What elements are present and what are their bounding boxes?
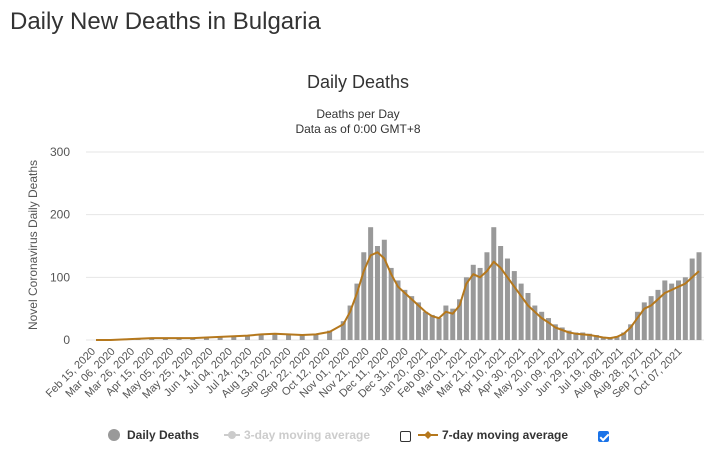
- bar-daily-deaths: [573, 332, 579, 340]
- bar-daily-deaths: [491, 227, 497, 340]
- line-marker-icon: [418, 431, 438, 439]
- bar-daily-deaths: [518, 283, 524, 340]
- bar-daily-deaths: [511, 271, 517, 340]
- bar-daily-deaths: [231, 336, 237, 340]
- y-tick-label: 300: [50, 145, 70, 159]
- bar-daily-deaths: [388, 267, 394, 340]
- bar-daily-deaths: [614, 336, 620, 340]
- bar-daily-deaths: [457, 299, 463, 340]
- bar-daily-deaths: [272, 333, 278, 340]
- bar-daily-deaths: [539, 311, 545, 340]
- bar-daily-deaths: [436, 318, 442, 340]
- bar-daily-deaths: [484, 252, 490, 340]
- bar-daily-deaths: [313, 333, 319, 340]
- bar-daily-deaths: [546, 318, 552, 340]
- bar-daily-deaths: [395, 280, 401, 340]
- bar-daily-deaths: [258, 333, 264, 340]
- bar-daily-deaths: [477, 267, 483, 340]
- bar-daily-deaths: [662, 280, 668, 340]
- bar-daily-deaths: [634, 311, 640, 340]
- bar-daily-deaths: [347, 305, 353, 340]
- bar-daily-deaths: [532, 305, 538, 340]
- y-tick-label: 200: [50, 208, 70, 222]
- bar-daily-deaths: [409, 296, 415, 340]
- bar-daily-deaths: [429, 314, 435, 340]
- bar-daily-deaths: [203, 337, 209, 340]
- bar-daily-deaths: [655, 289, 661, 340]
- bar-daily-deaths: [593, 334, 599, 340]
- chart-title: Daily Deaths: [306, 72, 410, 92]
- circle-icon: [108, 429, 120, 441]
- bar-daily-deaths: [244, 334, 250, 340]
- bar-daily-deaths: [580, 332, 586, 340]
- page-title: Daily New Deaths in Bulgaria: [10, 8, 321, 35]
- bar-daily-deaths: [361, 252, 367, 340]
- bar-daily-deaths: [587, 333, 593, 340]
- legend-label-daily-deaths: Daily Deaths: [127, 428, 200, 442]
- toggle-3day-average-checkbox[interactable]: [400, 431, 411, 442]
- legend-label-3day-average: 3-day moving average: [244, 428, 371, 442]
- bar-daily-deaths: [696, 252, 702, 340]
- legend-label-7day-average: 7-day moving average: [442, 428, 569, 442]
- bar-daily-deaths: [286, 334, 292, 340]
- bar-daily-deaths: [498, 246, 504, 340]
- bar-daily-deaths: [450, 308, 456, 340]
- legend-item-daily-deaths[interactable]: Daily Deaths: [107, 428, 199, 442]
- bar-daily-deaths: [463, 277, 469, 340]
- bar-daily-deaths: [566, 330, 572, 340]
- bar-daily-deaths: [217, 336, 223, 340]
- line-7day-moving-average: [96, 251, 700, 341]
- bar-daily-deaths: [381, 239, 387, 340]
- bar-daily-deaths: [675, 280, 681, 340]
- bar-daily-deaths: [641, 302, 647, 340]
- bar-daily-deaths: [689, 258, 695, 340]
- bar-daily-deaths: [682, 277, 688, 340]
- bar-daily-deaths: [354, 283, 360, 340]
- bar-daily-deaths: [559, 327, 565, 340]
- chart-subtitle-line-1: Deaths per Day: [316, 107, 400, 121]
- bar-daily-deaths: [368, 227, 374, 340]
- y-tick-label: 100: [50, 270, 70, 284]
- bar-daily-deaths: [422, 311, 428, 340]
- chart-subtitle-line-2: Data as of 0:00 GMT+8: [295, 122, 421, 136]
- bar-daily-deaths: [628, 324, 634, 340]
- y-tick-label: 0: [63, 333, 70, 347]
- bar-daily-deaths: [504, 258, 510, 340]
- bar-daily-deaths: [525, 293, 531, 340]
- bar-daily-deaths: [470, 264, 476, 340]
- bar-daily-deaths: [162, 338, 168, 340]
- bar-daily-deaths: [648, 296, 654, 340]
- bar-daily-deaths: [299, 334, 305, 340]
- bar-daily-deaths: [443, 305, 449, 340]
- bar-daily-deaths: [669, 283, 675, 340]
- y-axis-label: Novel Coronavirus Daily Deaths: [26, 160, 40, 330]
- bar-daily-deaths: [552, 324, 558, 340]
- legend-item-7day-average[interactable]: 7-day moving average: [418, 428, 568, 442]
- toggle-7day-average-checkbox[interactable]: [598, 431, 609, 442]
- bar-daily-deaths: [621, 332, 627, 340]
- bar-daily-deaths: [340, 321, 346, 340]
- bar-daily-deaths: [402, 289, 408, 340]
- chart-legend: Daily Deaths 3-day moving average 7-day …: [0, 428, 716, 448]
- legend-item-3day-average[interactable]: 3-day moving average: [224, 428, 370, 442]
- line-marker-icon: [224, 431, 240, 439]
- bar-daily-deaths: [374, 246, 380, 340]
- bar-daily-deaths: [327, 330, 333, 340]
- bar-daily-deaths: [416, 302, 422, 340]
